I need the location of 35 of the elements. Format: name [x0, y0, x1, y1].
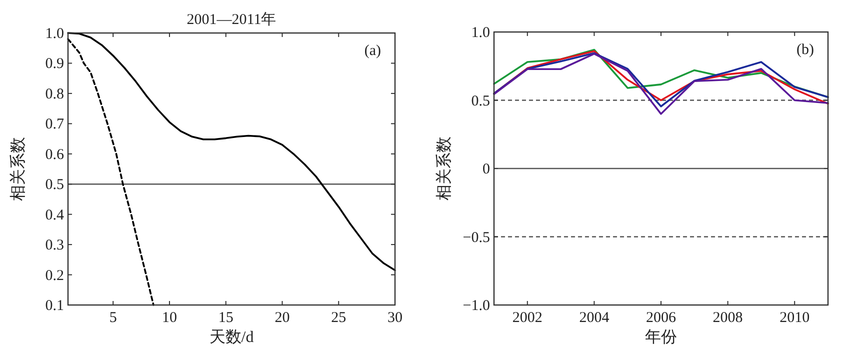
y-tick-label: 1.0: [45, 26, 64, 42]
x-tick-label: 2006: [646, 310, 676, 326]
x-tick-label: 2004: [579, 310, 610, 326]
y-tick-label: 0.7: [45, 116, 64, 133]
y-tick-label: 0.1: [45, 298, 64, 314]
y-tick-label: 0.6: [45, 146, 64, 163]
x-tick-label: 2010: [780, 310, 810, 326]
y-axis-title: 相关系数: [435, 136, 453, 200]
y-axis-title: 相关系数: [9, 137, 27, 201]
chart-title: 2001—2011年: [186, 11, 276, 28]
x-tick-label: 25: [331, 310, 346, 326]
x-tick-label: 30: [388, 310, 402, 326]
y-tick-label: 1.0: [471, 25, 490, 41]
y-tick-label: 0.4: [45, 207, 64, 224]
y-tick-label: 0.5: [45, 177, 64, 194]
x-axis-title: 天数/d: [209, 329, 254, 346]
y-tick-label: 0: [482, 162, 490, 178]
y-tick-label: −0.5: [462, 230, 490, 246]
y-tick-label: 0.9: [45, 56, 64, 72]
x-axis-title: 年份: [645, 329, 677, 346]
x-tick-label: 2002: [512, 310, 542, 326]
x-tick-label: 2008: [712, 310, 743, 326]
line-series: [67, 32, 396, 272]
x-tick-label: 10: [162, 310, 177, 326]
x-tick-label: 20: [274, 310, 290, 326]
annotation: (b): [796, 42, 814, 58]
y-tick-label: 0.8: [45, 86, 64, 102]
annotation: (a): [364, 43, 381, 59]
y-tick-label: 0.5: [471, 93, 490, 110]
y-tick-label: −1.0: [462, 298, 490, 314]
y-tick-label: 0.2: [45, 268, 64, 284]
y-tick-label: 0.3: [45, 238, 64, 254]
x-tick-label: 5: [109, 310, 117, 326]
line-series: [67, 38, 154, 306]
x-tick-label: 15: [218, 310, 234, 326]
